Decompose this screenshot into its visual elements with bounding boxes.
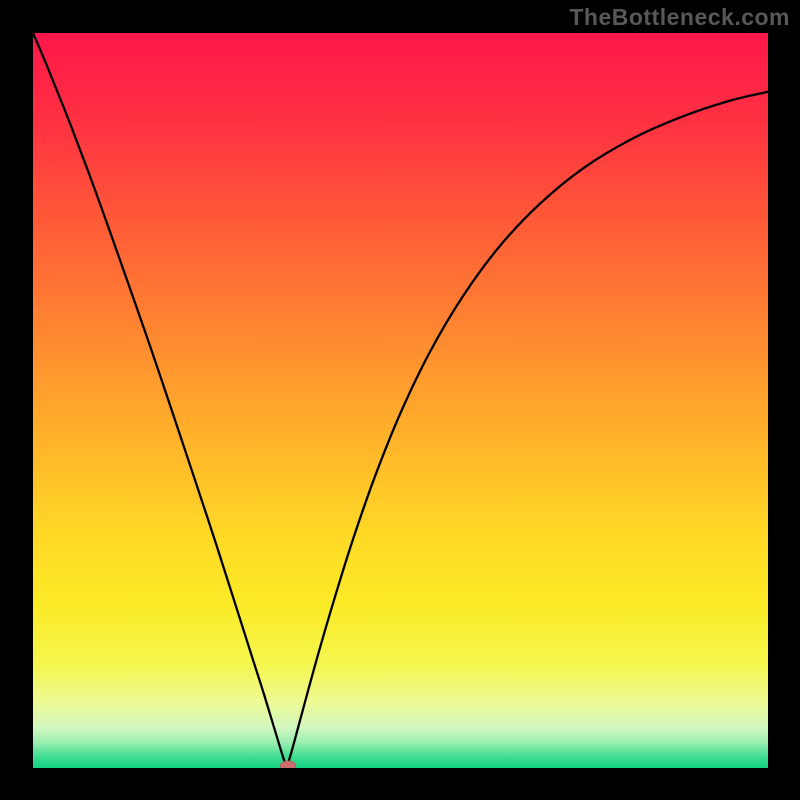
plot-area	[33, 33, 768, 768]
attribution-label: TheBottleneck.com	[569, 4, 790, 31]
gradient-background	[33, 33, 768, 768]
plot-svg	[33, 33, 768, 768]
chart-container: TheBottleneck.com	[0, 0, 800, 800]
